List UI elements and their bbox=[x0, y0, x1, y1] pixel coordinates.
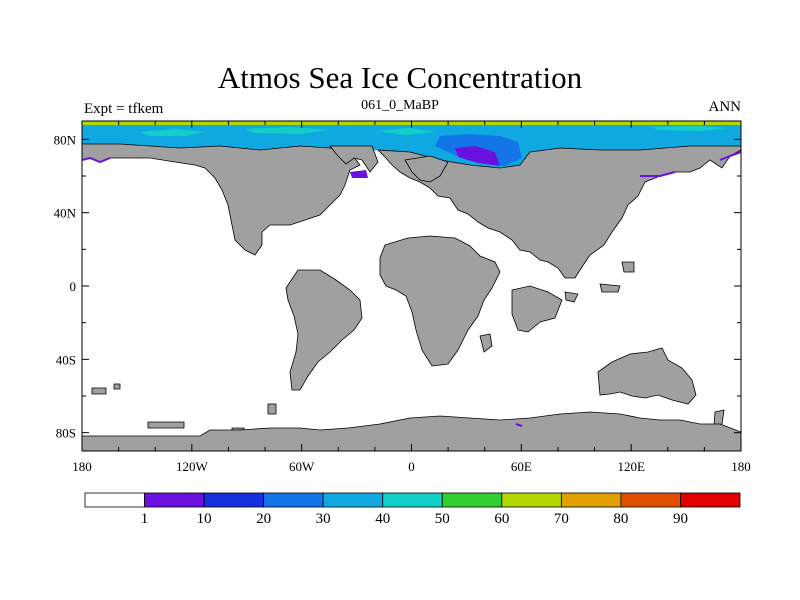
colorbar-label: 90 bbox=[673, 511, 688, 527]
colorbar-label: 80 bbox=[613, 511, 628, 527]
colorbar-label: 30 bbox=[316, 511, 331, 527]
colorbar-swatch bbox=[441, 492, 503, 508]
ice-band-violet bbox=[350, 146, 500, 178]
colorbar-swatch bbox=[322, 492, 384, 508]
colorbar-swatch bbox=[620, 492, 681, 508]
land-southeast-asia bbox=[511, 285, 563, 333]
colorbar-swatch bbox=[203, 492, 265, 508]
colorbar: 1 10 20 30 40 50 60 70 80 90 bbox=[84, 492, 741, 527]
colorbar-label: 50 bbox=[435, 511, 450, 527]
x-tick-label: 120W bbox=[176, 459, 209, 474]
y-tick-label: 40S bbox=[56, 352, 76, 367]
colorbar-label: 1 bbox=[141, 511, 149, 527]
land bbox=[82, 143, 741, 451]
colorbar-swatch bbox=[501, 492, 562, 508]
ice-fringe-violet bbox=[82, 151, 741, 427]
x-tick-label: 0 bbox=[408, 459, 415, 474]
colorbar-label: 20 bbox=[256, 511, 271, 527]
colorbar-swatch bbox=[560, 492, 622, 508]
experiment-label: Expt = tfkem bbox=[84, 101, 164, 117]
land-madagascar bbox=[479, 333, 493, 353]
colorbar-swatch bbox=[382, 492, 443, 508]
x-tick-label: 180 bbox=[731, 459, 751, 474]
ice-band-light-blue bbox=[82, 125, 741, 168]
land-indonesia bbox=[564, 261, 635, 303]
y-tick-label: 40N bbox=[54, 206, 77, 221]
land-antarctica bbox=[82, 411, 741, 451]
colorbar-label: 40 bbox=[375, 511, 390, 527]
colorbar-swatch bbox=[263, 492, 324, 508]
land-new-zealand bbox=[713, 409, 725, 427]
land-australia bbox=[597, 347, 697, 405]
colorbar-swatch bbox=[84, 492, 145, 508]
x-tick-label: 60W bbox=[289, 459, 315, 474]
colorbar-label: 10 bbox=[197, 511, 212, 527]
colorbar-label: 60 bbox=[494, 511, 509, 527]
season-label: ANN bbox=[708, 99, 742, 115]
x-tick-label: 60E bbox=[511, 459, 532, 474]
y-tick-label: 80N bbox=[54, 132, 77, 147]
map-title: Atmos Sea Ice Concentration bbox=[217, 60, 583, 95]
land-africa bbox=[379, 235, 501, 367]
ice-band-cyan bbox=[140, 126, 730, 136]
land-north-america bbox=[82, 143, 361, 256]
land-small-islands bbox=[91, 383, 277, 435]
map-axes: 180 120W 60W 0 60E 120E 180 80N 40N 0 40S 80S bbox=[54, 121, 751, 474]
colorbar-swatch bbox=[144, 492, 205, 508]
y-tick-label: 80S bbox=[56, 426, 76, 441]
y-tick-label: 0 bbox=[70, 279, 77, 294]
x-tick-label: 180 bbox=[72, 459, 92, 474]
land-south-america bbox=[285, 269, 363, 391]
x-tick-label: 120E bbox=[617, 459, 645, 474]
land-scandinavia bbox=[404, 155, 449, 183]
land-eurasia bbox=[376, 145, 741, 279]
colorbar-swatch bbox=[680, 492, 741, 508]
colorbar-label: 70 bbox=[554, 511, 569, 527]
land-greenland bbox=[329, 145, 379, 173]
time-label: 061_0_MaBP bbox=[361, 98, 439, 113]
